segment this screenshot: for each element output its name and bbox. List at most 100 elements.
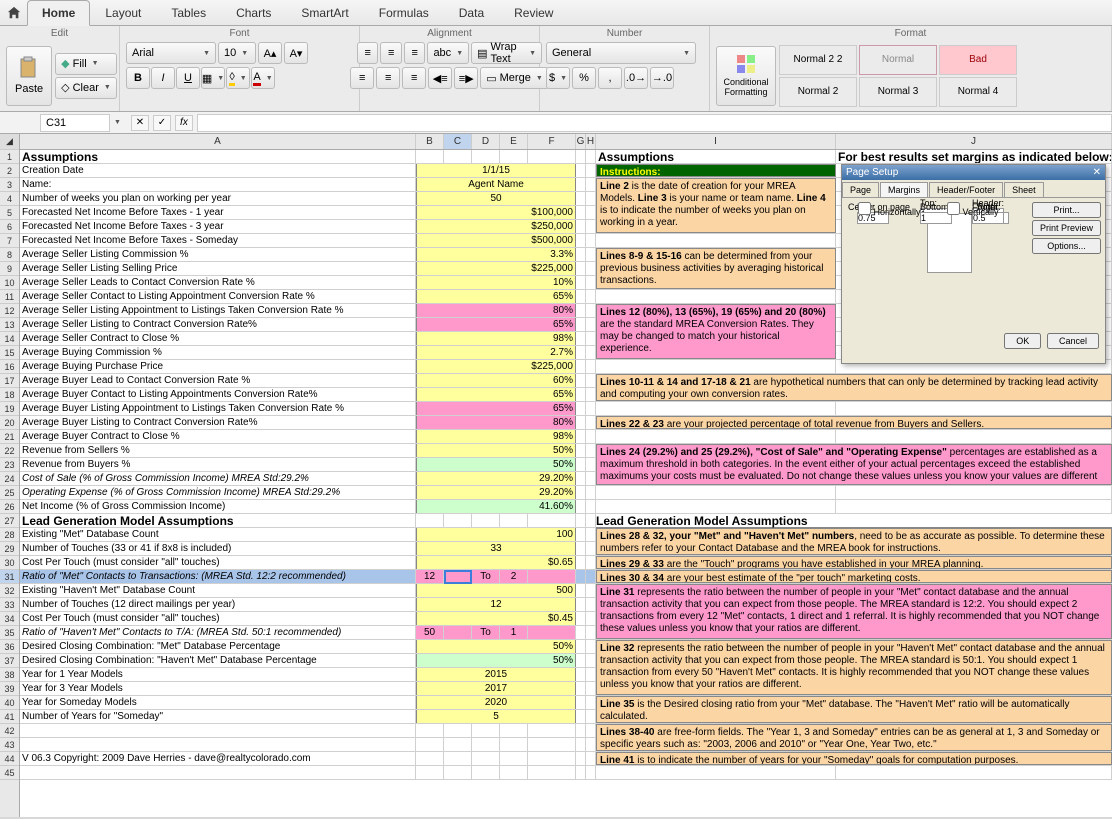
cell-E45[interactable]	[500, 766, 528, 779]
cell-A6[interactable]: Forecasted Net Income Before Taxes - 3 y…	[20, 220, 416, 233]
cell-G38[interactable]	[576, 668, 586, 681]
row-header-36[interactable]: 36	[0, 640, 19, 654]
cell-D42[interactable]	[472, 724, 500, 737]
orientation-button[interactable]: abc▼	[427, 42, 469, 64]
row-header-29[interactable]: 29	[0, 542, 19, 556]
cell-E31[interactable]: 2	[500, 570, 528, 583]
cell-F43[interactable]	[528, 738, 576, 751]
cell-I25[interactable]	[596, 486, 836, 499]
align-top[interactable]: ≡	[357, 42, 379, 64]
cell-BF3[interactable]: Agent Name	[416, 178, 576, 191]
row-header-4[interactable]: 4	[0, 192, 19, 206]
cell-A25[interactable]: Operating Expense (% of Gross Commission…	[20, 486, 416, 499]
cell-J26[interactable]	[836, 500, 1112, 513]
cell-G26[interactable]	[576, 500, 586, 513]
row-19[interactable]: Average Buyer Listing Appointment to Lis…	[20, 402, 1112, 416]
cell-H5[interactable]	[586, 206, 596, 219]
border-button[interactable]: ▦▼	[201, 67, 225, 89]
style-normal[interactable]: Normal	[859, 45, 937, 75]
ps-cancel-button[interactable]: Cancel	[1047, 333, 1099, 349]
cell-A14[interactable]: Average Seller Contract to Close %	[20, 332, 416, 345]
dialog-close-icon[interactable]: ✕	[1093, 167, 1101, 178]
cell-G1[interactable]	[576, 150, 586, 163]
cell-A34[interactable]: Cost Per Touch (must consider "all" touc…	[20, 612, 416, 625]
ps-tab-page[interactable]: Page	[842, 182, 879, 197]
cell-G34[interactable]	[576, 612, 586, 625]
cell-A4[interactable]: Number of weeks you plan on working per …	[20, 192, 416, 205]
currency-button[interactable]: $▼	[546, 67, 570, 89]
cell-A5[interactable]: Forecasted Net Income Before Taxes - 1 y…	[20, 206, 416, 219]
row-header-10[interactable]: 10	[0, 276, 19, 290]
align-left[interactable]: ≡	[350, 67, 374, 89]
cell-G24[interactable]	[576, 472, 586, 485]
row-header-34[interactable]: 34	[0, 612, 19, 626]
home-icon[interactable]	[4, 3, 24, 23]
cell-A16[interactable]: Average Buying Purchase Price	[20, 360, 416, 373]
cell-A10[interactable]: Average Seller Leads to Contact Conversi…	[20, 276, 416, 289]
cell-G13[interactable]	[576, 318, 586, 331]
cell-H39[interactable]	[586, 682, 596, 695]
cell-A39[interactable]: Year for 3 Year Models	[20, 682, 416, 695]
cell-BF12[interactable]: 80%	[416, 304, 576, 317]
cell-I19[interactable]	[596, 402, 836, 415]
row-header-35[interactable]: 35	[0, 626, 19, 640]
cell-A41[interactable]: Number of Years for "Someday"	[20, 710, 416, 723]
conditional-formatting-button[interactable]: Conditional Formatting	[716, 46, 776, 106]
row-header-15[interactable]: 15	[0, 346, 19, 360]
cell-BF23[interactable]: 50%	[416, 458, 576, 471]
cell-H23[interactable]	[586, 458, 596, 471]
row-1[interactable]: AssumptionsAssumptionsFor best results s…	[20, 150, 1112, 164]
cell-G39[interactable]	[576, 682, 586, 695]
cell-BF6[interactable]: $250,000	[416, 220, 576, 233]
cell-BF40[interactable]: 2020	[416, 696, 576, 709]
cell-H12[interactable]	[586, 304, 596, 317]
row-25[interactable]: Operating Expense (% of Gross Commission…	[20, 486, 1112, 500]
row-header-21[interactable]: 21	[0, 430, 19, 444]
cell-E35[interactable]: 1	[500, 626, 528, 639]
cell-BF14[interactable]: 98%	[416, 332, 576, 345]
cell-A36[interactable]: Desired Closing Combination: "Met" Datab…	[20, 640, 416, 653]
cell-E42[interactable]	[500, 724, 528, 737]
row-header-1[interactable]: 1	[0, 150, 19, 164]
cell-H41[interactable]	[586, 710, 596, 723]
ribbon-tab-home[interactable]: Home	[27, 0, 90, 26]
cell-H14[interactable]	[586, 332, 596, 345]
cell-A21[interactable]: Average Buyer Contract to Close %	[20, 430, 416, 443]
cell-F45[interactable]	[528, 766, 576, 779]
underline-button[interactable]: U	[176, 67, 200, 89]
cell-BF17[interactable]: 60%	[416, 374, 576, 387]
cell-C27[interactable]	[444, 514, 472, 527]
cell-B1[interactable]	[416, 150, 444, 163]
row-header-40[interactable]: 40	[0, 696, 19, 710]
style-normal2[interactable]: Normal 2	[779, 77, 857, 107]
cell-H13[interactable]	[586, 318, 596, 331]
cell-H44[interactable]	[586, 752, 596, 765]
font-name-select[interactable]: Arial▼	[126, 42, 216, 64]
style-normal22[interactable]: Normal 2 2	[779, 45, 857, 75]
cell-C43[interactable]	[444, 738, 472, 751]
ps-options-button[interactable]: Options...	[1032, 238, 1101, 254]
row-header-16[interactable]: 16	[0, 360, 19, 374]
cell-F31[interactable]	[528, 570, 576, 583]
col-header-C[interactable]: C	[444, 134, 472, 149]
cell-BF26[interactable]: 41.60%	[416, 500, 576, 513]
cell-A31[interactable]: Ratio of "Met" Contacts to Transactions:…	[20, 570, 416, 583]
cell-A44[interactable]: V 06.3 Copyright: 2009 Dave Herries - da…	[20, 752, 416, 765]
cell-H40[interactable]	[586, 696, 596, 709]
cell-E1[interactable]	[500, 150, 528, 163]
cell-BF33[interactable]: 12	[416, 598, 576, 611]
style-normal3[interactable]: Normal 3	[859, 77, 937, 107]
cell-A33[interactable]: Number of Touches (12 direct mailings pe…	[20, 598, 416, 611]
cell-BF36[interactable]: 50%	[416, 640, 576, 653]
cell-H38[interactable]	[586, 668, 596, 681]
decrease-font-button[interactable]: A▾	[284, 42, 308, 64]
row-header-9[interactable]: 9	[0, 262, 19, 276]
cell-BF8[interactable]: 3.3%	[416, 248, 576, 261]
cell-G43[interactable]	[576, 738, 586, 751]
ps-tab-header/footer[interactable]: Header/Footer	[929, 182, 1003, 197]
cell-D1[interactable]	[472, 150, 500, 163]
cell-A18[interactable]: Average Buyer Contact to Listing Appoint…	[20, 388, 416, 401]
cell-A28[interactable]: Existing "Met" Database Count	[20, 528, 416, 541]
cell-BF21[interactable]: 98%	[416, 430, 576, 443]
ps-print-button[interactable]: Print...	[1032, 202, 1101, 218]
